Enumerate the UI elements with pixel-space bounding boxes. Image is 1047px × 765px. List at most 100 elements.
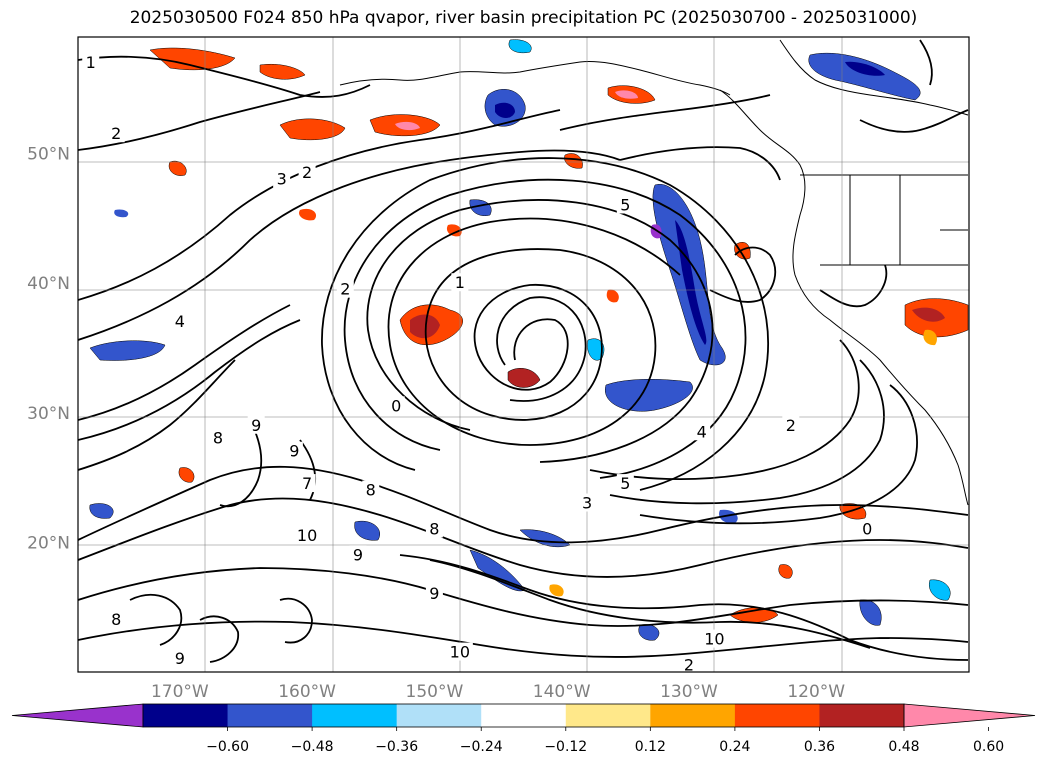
colorbar-tick-label: −0.48 [291, 739, 334, 755]
contour-label: 5 [620, 195, 630, 214]
contour-line [78, 567, 969, 627]
contour-line [78, 359, 236, 471]
colorbar-tick-label: −0.60 [206, 739, 249, 755]
contour-label: 2 [111, 124, 121, 143]
coastline-alaska-inner [779, 39, 969, 116]
contour-line [399, 554, 969, 661]
contour-label-bg [247, 415, 265, 434]
colorbar-tick-label: 0.48 [888, 739, 919, 755]
contour-line [639, 384, 918, 525]
contour-line [919, 39, 933, 86]
contour-label-bg [107, 610, 125, 629]
contour-line [387, 217, 681, 446]
colorbar-tick-label: 0.12 [635, 739, 666, 755]
contour-label-bg [285, 441, 303, 460]
contour-label-bg [82, 52, 100, 71]
lon-tick-label: 120°W [787, 682, 845, 702]
contour-label: 10 [450, 643, 470, 662]
contour-line [78, 55, 371, 98]
precipitation-fill-layer [89, 39, 969, 641]
contour-label-bg [171, 649, 189, 668]
contour-line [343, 178, 747, 479]
contour-line [589, 339, 860, 481]
contour-line [78, 149, 621, 341]
contour-line [366, 199, 714, 463]
lat-tick-label: 20°N [27, 533, 70, 553]
colorbar-tick-label: −0.24 [460, 739, 503, 755]
lat-tick-label: 30°N [27, 404, 70, 424]
lon-tick-label: 160°W [278, 682, 336, 702]
contour-label: 9 [175, 649, 185, 668]
contour-label-bg [425, 584, 443, 603]
contour-label: 10 [297, 526, 317, 545]
longitude-labels: 170°W 160°W 150°W 140°W 130°W 120°W [151, 682, 845, 702]
colorbar-segment [734, 704, 820, 727]
contour-label-bg [693, 422, 711, 441]
lon-tick-label: 130°W [660, 682, 718, 702]
contour-label: 3 [582, 494, 592, 513]
contour-line [78, 304, 291, 421]
colorbar-segment [227, 704, 313, 727]
contour-label: 5 [620, 474, 630, 493]
contour-label: 2 [684, 656, 694, 675]
contour-label: 2 [786, 416, 796, 435]
contour-label-bg [336, 279, 354, 298]
contour-line [859, 109, 969, 133]
contour-line [619, 146, 781, 181]
contour-label: 9 [251, 416, 261, 435]
colorbar-segment [312, 704, 398, 727]
contour-label-bg [171, 312, 189, 331]
lon-tick-label: 150°W [406, 682, 464, 702]
colorbar-segment [143, 704, 229, 727]
gridlines [78, 37, 969, 672]
colorbar: −0.60 −0.48 −0.36 −0.24 −0.12 0.12 0.24 0.36 0.4… [11, 703, 1036, 755]
colorbar-extend-high [903, 703, 1036, 728]
colorbar-tick-label: 0.60 [973, 739, 1004, 755]
colorbar-segment [650, 704, 736, 727]
contour-line [199, 615, 239, 663]
contour-label: 9 [289, 442, 299, 461]
contour-line [78, 91, 321, 151]
contour-label-bg [578, 493, 596, 512]
contour-label: 0 [862, 519, 872, 538]
precip-blob-pos [149, 47, 969, 623]
contour-label-bg [425, 519, 443, 538]
lat-tick-label: 40°N [27, 274, 70, 294]
border-states [820, 175, 968, 266]
contour-label-bg [294, 525, 321, 544]
contour-label-bg [451, 273, 469, 292]
contour-line [78, 319, 301, 441]
contour-label-bg [273, 169, 291, 188]
lon-tick-label: 170°W [151, 682, 209, 702]
contour-line [496, 296, 587, 402]
contour-label: 8 [429, 519, 439, 538]
contour-label: 9 [353, 545, 363, 564]
contour-line [609, 359, 885, 505]
contour-label: 8 [111, 610, 121, 629]
contour-label: 4 [175, 312, 185, 331]
contour-label-bg [616, 195, 634, 214]
contour-label-bg [298, 474, 316, 493]
contour-line [819, 264, 888, 308]
colorbar-segment [396, 704, 482, 727]
contour-label: 7 [302, 474, 312, 493]
colorbar-segment [819, 704, 905, 727]
colorbar-tick-label: −0.12 [544, 739, 587, 755]
contour-label: 8 [366, 481, 376, 500]
contour-line [78, 465, 969, 544]
contour-label: 1 [455, 273, 465, 292]
contour-label-bg [107, 124, 125, 143]
precip-blob-neg [89, 39, 951, 641]
coastline-north-america [719, 89, 969, 506]
map-title: 2025030500 F024 850 hPa qvapor, river ba… [129, 8, 918, 28]
colorbar-tick-label: 0.24 [719, 739, 750, 755]
qvapor-contour-layer [78, 39, 969, 663]
contour-line [299, 439, 317, 501]
contour-label-bg [858, 519, 876, 538]
contour-label: 8 [213, 429, 223, 448]
contour-label: 9 [429, 584, 439, 603]
coastline-layer [339, 39, 969, 506]
colorbar-extend-low [11, 703, 144, 728]
